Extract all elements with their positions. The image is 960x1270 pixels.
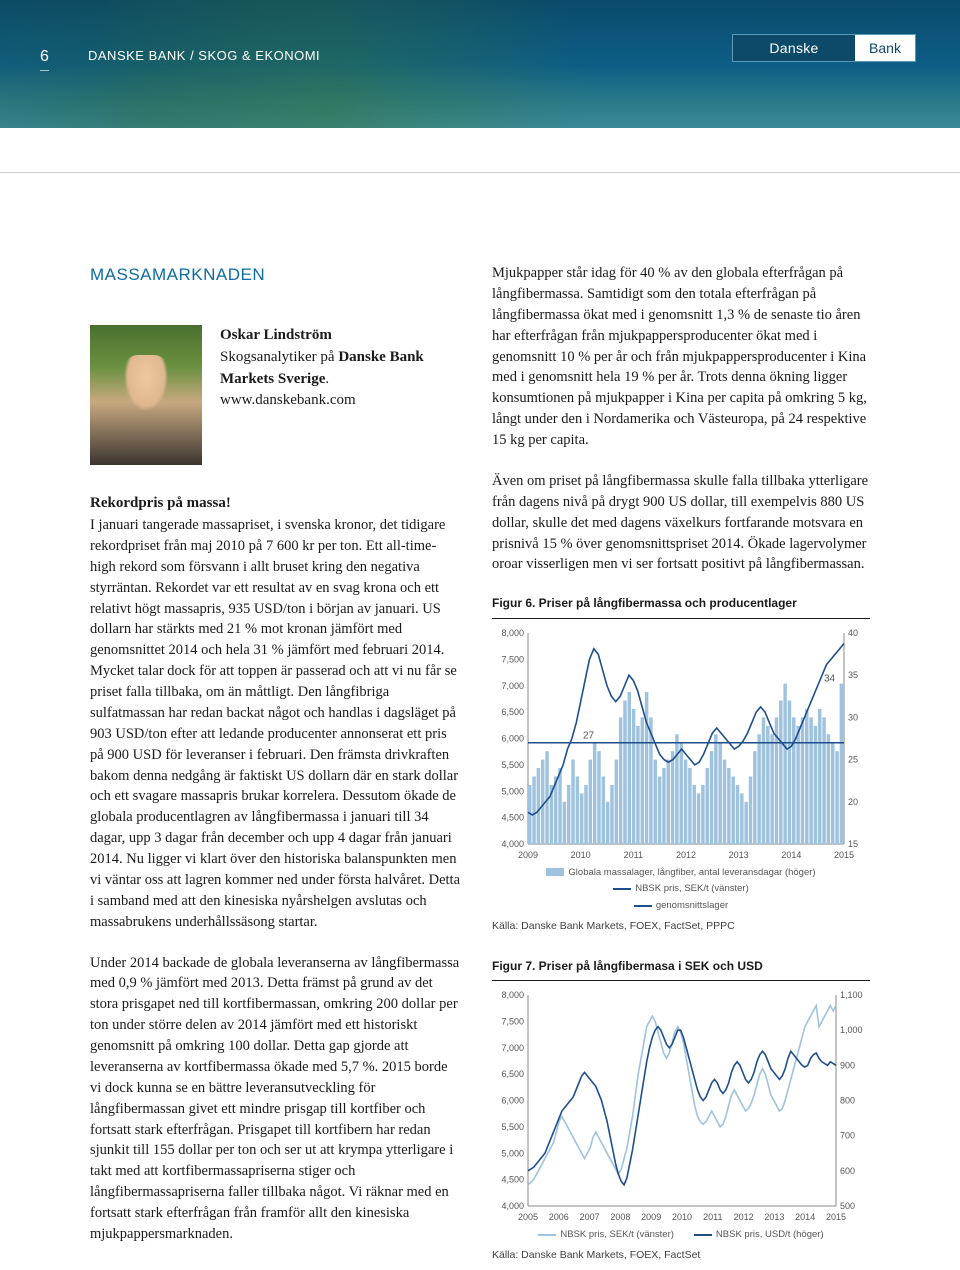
svg-text:40: 40 bbox=[848, 628, 858, 638]
svg-text:6,500: 6,500 bbox=[501, 1069, 524, 1079]
svg-text:25: 25 bbox=[848, 754, 858, 764]
author-info: Oskar Lindström Skogsanalytiker på Dansk… bbox=[220, 325, 462, 465]
author-block: Oskar Lindström Skogsanalytiker på Dansk… bbox=[90, 325, 462, 465]
left-paragraph-2: Under 2014 backade de globala leveranser… bbox=[90, 953, 462, 1245]
svg-text:34: 34 bbox=[824, 673, 836, 684]
svg-text:20: 20 bbox=[848, 796, 858, 806]
svg-text:2009: 2009 bbox=[518, 850, 538, 860]
author-role-prefix: Skogsanalytiker på bbox=[220, 349, 338, 365]
svg-text:6,500: 6,500 bbox=[501, 707, 524, 717]
author-name: Oskar Lindström bbox=[220, 325, 462, 347]
svg-text:4,500: 4,500 bbox=[501, 1175, 524, 1185]
header-breadcrumb: DANSKE BANK / SKOG & EKONOMI bbox=[88, 48, 320, 63]
header-banner: 6 DANSKE BANK / SKOG & EKONOMI Danske Ba… bbox=[0, 0, 960, 128]
svg-text:2012: 2012 bbox=[676, 850, 696, 860]
svg-text:7,500: 7,500 bbox=[501, 654, 524, 664]
figure7-legend: NBSK pris, SEK/t (vänster)NBSK pris, USD… bbox=[492, 1228, 870, 1242]
figure6-title: Figur 6. Priser på långfibermassa och pr… bbox=[492, 595, 870, 618]
svg-text:700: 700 bbox=[840, 1131, 855, 1141]
author-role: Skogsanalytiker på Danske Bank Markets S… bbox=[220, 347, 462, 390]
author-role-suffix: . bbox=[325, 371, 329, 387]
svg-text:2013: 2013 bbox=[764, 1212, 784, 1222]
svg-text:2013: 2013 bbox=[729, 850, 749, 860]
figure6-legend: Globala massalager, långfiber, antal lev… bbox=[492, 866, 870, 913]
svg-text:900: 900 bbox=[840, 1060, 855, 1070]
right-column: Mjukpapper står idag för 40 % av den glo… bbox=[492, 263, 870, 1265]
page-number: 6 bbox=[40, 48, 49, 71]
svg-text:8,000: 8,000 bbox=[501, 990, 524, 1000]
svg-text:2015: 2015 bbox=[826, 1212, 846, 1222]
svg-text:2014: 2014 bbox=[781, 850, 801, 860]
svg-text:5,000: 5,000 bbox=[501, 1148, 524, 1158]
svg-text:2008: 2008 bbox=[610, 1212, 630, 1222]
author-link: www.danskebank.com bbox=[220, 390, 462, 412]
figure7-source: Källa: Danske Bank Markets, FOEX, FactSe… bbox=[492, 1248, 870, 1263]
svg-text:2011: 2011 bbox=[703, 1212, 722, 1222]
svg-text:2006: 2006 bbox=[549, 1212, 569, 1222]
figure6-chart: 4,000 4,500 5,000 5,500 6,000 6,500 7,000 7,500… bbox=[492, 627, 870, 862]
author-photo bbox=[90, 325, 202, 465]
svg-text:2012: 2012 bbox=[734, 1212, 754, 1222]
svg-text:2015: 2015 bbox=[834, 850, 854, 860]
svg-text:4,000: 4,000 bbox=[501, 1201, 524, 1211]
logo-right-text: Bank bbox=[855, 35, 915, 61]
svg-text:6,000: 6,000 bbox=[501, 733, 524, 743]
svg-text:2014: 2014 bbox=[795, 1212, 815, 1222]
svg-text:500: 500 bbox=[840, 1201, 855, 1211]
svg-text:7,000: 7,000 bbox=[501, 1043, 524, 1053]
danske-bank-logo: Danske Bank bbox=[732, 34, 916, 62]
svg-text:2010: 2010 bbox=[571, 850, 591, 860]
svg-text:2010: 2010 bbox=[672, 1212, 692, 1222]
svg-text:2005: 2005 bbox=[518, 1212, 538, 1222]
svg-text:5,500: 5,500 bbox=[501, 1122, 524, 1132]
section-title: MASSAMARKNADEN bbox=[90, 263, 462, 287]
left-subhead: Rekordpris på massa! bbox=[90, 493, 462, 515]
content-area: MASSAMARKNADEN Oskar Lindström Skogsanal… bbox=[0, 173, 960, 1265]
svg-text:8,000: 8,000 bbox=[501, 628, 524, 638]
svg-text:5,500: 5,500 bbox=[501, 759, 524, 769]
svg-text:2009: 2009 bbox=[641, 1212, 661, 1222]
svg-text:6,000: 6,000 bbox=[501, 1095, 524, 1105]
svg-text:7,000: 7,000 bbox=[501, 680, 524, 690]
right-paragraph-2: Även om priset på långfibermassa skulle … bbox=[492, 471, 870, 575]
svg-text:15: 15 bbox=[848, 839, 858, 849]
figure7-chart: 4,000 4,500 5,000 5,500 6,000 6,500 7,000 7,500… bbox=[492, 989, 870, 1224]
svg-text:2011: 2011 bbox=[624, 850, 643, 860]
figure6-source: Källa: Danske Bank Markets, FOEX, FactSe… bbox=[492, 919, 870, 934]
svg-text:30: 30 bbox=[848, 712, 858, 722]
svg-text:35: 35 bbox=[848, 670, 858, 680]
svg-text:4,500: 4,500 bbox=[501, 812, 524, 822]
svg-text:4,000: 4,000 bbox=[501, 839, 524, 849]
svg-text:1,000: 1,000 bbox=[840, 1025, 863, 1035]
logo-left-text: Danske bbox=[733, 35, 855, 61]
left-paragraph-1: I januari tangerade massapriset, i svens… bbox=[90, 515, 462, 933]
figure7-title: Figur 7. Priser på långfibermasa i SEK o… bbox=[492, 958, 870, 981]
banner-overlay bbox=[0, 0, 960, 128]
svg-text:800: 800 bbox=[840, 1095, 855, 1105]
right-paragraph-1: Mjukpapper står idag för 40 % av den glo… bbox=[492, 263, 870, 451]
left-column: MASSAMARKNADEN Oskar Lindström Skogsanal… bbox=[90, 263, 462, 1265]
svg-text:7,500: 7,500 bbox=[501, 1016, 524, 1026]
svg-text:1,100: 1,100 bbox=[840, 990, 863, 1000]
svg-text:2007: 2007 bbox=[580, 1212, 600, 1222]
svg-text:5,000: 5,000 bbox=[501, 786, 524, 796]
svg-text:600: 600 bbox=[840, 1166, 855, 1176]
svg-text:27: 27 bbox=[583, 730, 595, 741]
